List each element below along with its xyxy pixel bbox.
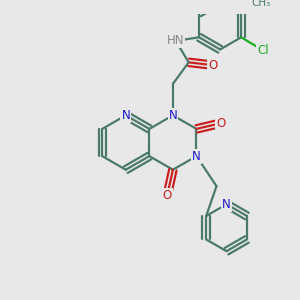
Text: N: N xyxy=(222,198,231,211)
Text: N: N xyxy=(169,109,177,122)
Text: N: N xyxy=(192,150,201,163)
Text: HN: HN xyxy=(167,34,184,47)
Text: O: O xyxy=(216,117,225,130)
Text: O: O xyxy=(208,59,217,72)
Text: Cl: Cl xyxy=(257,44,268,57)
Text: O: O xyxy=(163,189,172,202)
Text: CH₃: CH₃ xyxy=(252,0,271,8)
Text: N: N xyxy=(122,109,130,122)
